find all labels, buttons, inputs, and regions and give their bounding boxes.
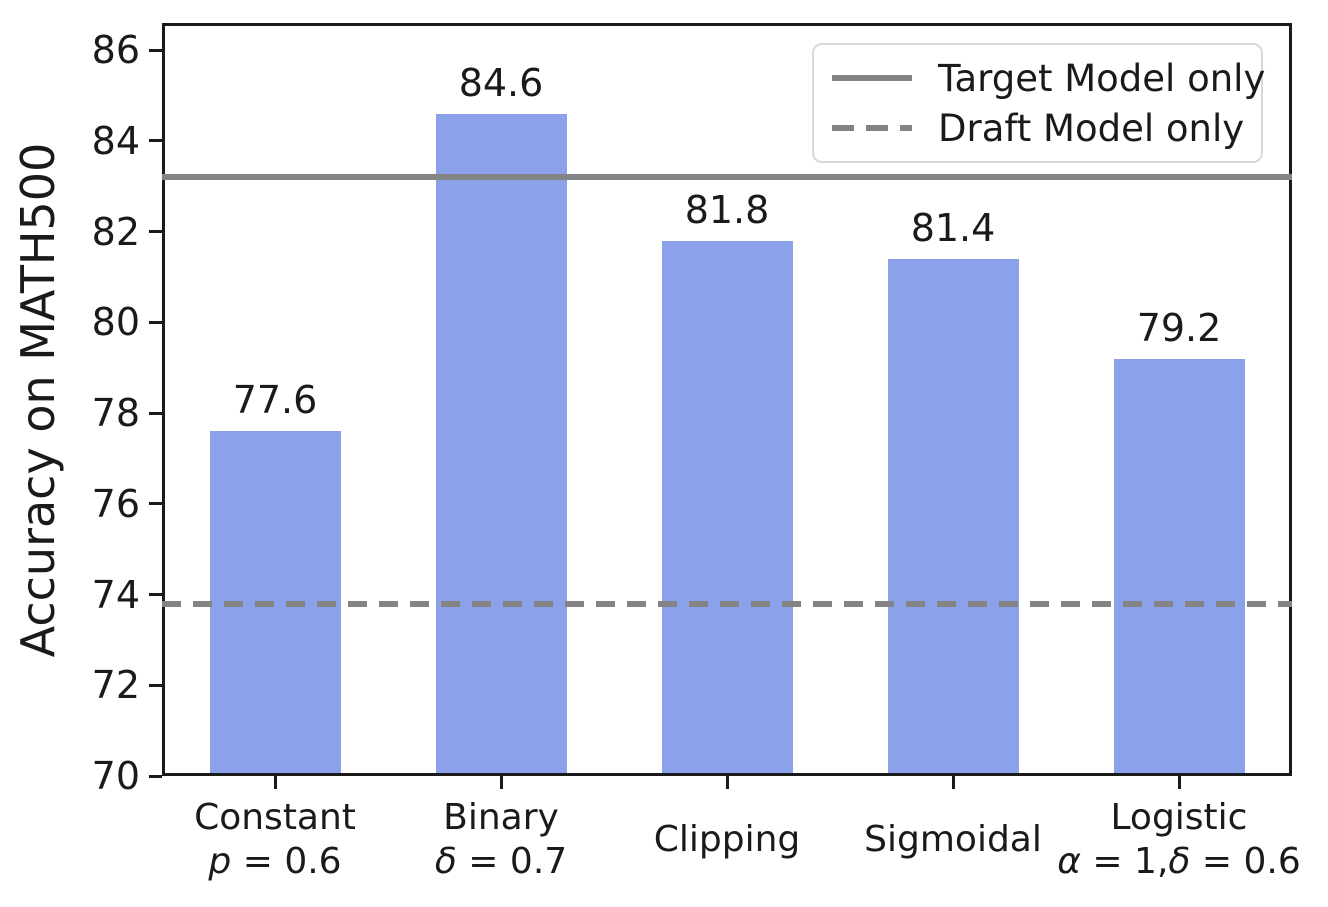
x-tick-label: Logistic α = 1,δ = 0.6: [1029, 790, 1328, 890]
y-tick-mark: [149, 774, 162, 778]
target-model-line: [162, 174, 1292, 181]
y-tick-mark: [149, 502, 162, 506]
y-tick-label: 84: [91, 118, 140, 163]
x-tick-label-text: Sigmoidal: [864, 819, 1042, 861]
x-tick-mark: [1177, 776, 1181, 789]
y-tick-mark: [149, 411, 162, 415]
bar: [1113, 358, 1245, 774]
solid-line-sample-icon: [832, 75, 912, 81]
x-tick-label-text: Binary δ = 0.7: [434, 797, 568, 882]
x-tick-label: Constant p = 0.6: [125, 790, 425, 890]
x-tick-mark: [951, 776, 955, 789]
y-tick-label: 72: [91, 663, 140, 708]
y-tick-label: 82: [91, 209, 140, 254]
x-tick-label-text: Clipping: [653, 819, 801, 861]
y-tick-mark: [149, 593, 162, 597]
legend-label-target-model: Target Model only: [938, 56, 1266, 100]
x-tick-label: Clipping: [577, 790, 877, 890]
y-tick-label: 78: [91, 391, 140, 436]
bar: [435, 113, 567, 774]
y-tick-mark: [149, 683, 162, 687]
y-tick-mark: [149, 320, 162, 324]
bar: [661, 240, 793, 774]
x-tick-mark: [725, 776, 729, 789]
bar-value-label: 81.8: [684, 187, 770, 232]
x-tick-mark: [273, 776, 277, 789]
x-tick-mark: [499, 776, 503, 789]
y-tick-label: 76: [91, 481, 140, 526]
legend: Target Model only Draft Model only: [812, 43, 1265, 163]
x-tick-label: Sigmoidal: [803, 790, 1103, 890]
bar-value-label: 81.4: [910, 205, 996, 250]
y-tick-label: 80: [91, 300, 140, 345]
bar-value-label: 79.2: [1136, 305, 1222, 350]
bar-value-label: 84.6: [458, 60, 544, 105]
legend-entry-draft-model: Draft Model only: [832, 106, 1245, 150]
y-tick-label: 86: [91, 28, 140, 73]
y-tick-mark: [149, 230, 162, 234]
dashed-line-sample-icon: [832, 125, 912, 131]
draft-model-line: [162, 600, 1292, 607]
y-tick-mark: [149, 48, 162, 52]
x-tick-label-text: Logistic α = 1,δ = 0.6: [1057, 797, 1301, 882]
y-axis-label: Accuracy on MATH500: [11, 142, 65, 658]
bar: [887, 258, 1019, 774]
bar-value-label: 77.6: [232, 378, 318, 423]
y-tick-label: 74: [91, 572, 140, 617]
x-tick-label-text: Constant p = 0.6: [194, 797, 356, 882]
y-tick-mark: [149, 139, 162, 143]
legend-entry-target-model: Target Model only: [832, 57, 1265, 100]
x-tick-label: Binary δ = 0.7: [351, 790, 651, 890]
legend-label-draft-model: Draft Model only: [938, 106, 1245, 150]
y-tick-label: 70: [91, 754, 140, 798]
